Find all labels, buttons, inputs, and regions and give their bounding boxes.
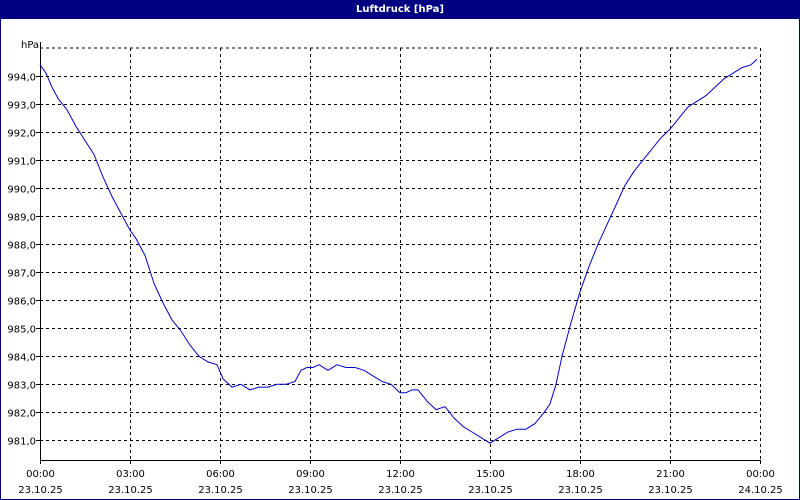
x-tick-time: 21:00	[656, 469, 685, 480]
x-tick-time: 18:00	[566, 469, 595, 480]
x-tick-labels: 00:00 23.10.25 03:00 23.10.25 06:00 23.10.25 0…	[18, 469, 783, 496]
y-tick-label: 988,0	[7, 241, 36, 252]
y-axis-label: hPa	[21, 40, 39, 51]
x-tick-date: 24.10.25	[738, 485, 783, 496]
y-tick-label: 983,0	[7, 381, 36, 392]
x-tick-time: 00:00	[746, 469, 775, 480]
y-tick-label: 993,0	[7, 101, 36, 112]
x-tick-date: 23.10.25	[468, 485, 513, 496]
axes	[36, 42, 761, 464]
chart-title: Luftdruck [hPa]	[0, 0, 800, 19]
grid	[40, 47, 761, 460]
x-tick-date: 23.10.25	[648, 485, 693, 496]
x-tick-date: 23.10.25	[18, 485, 63, 496]
y-tick-label: 989,0	[7, 213, 36, 224]
y-tick-label: 986,0	[7, 297, 36, 308]
x-tick-date: 23.10.25	[108, 485, 153, 496]
x-tick-time: 06:00	[206, 469, 235, 480]
x-tick-time: 03:00	[116, 469, 145, 480]
y-tick-labels: 994,0 993,0 992,0 991,0 990,0 989,0 988,0 987,0…	[7, 73, 36, 448]
series-layer	[39, 58, 758, 444]
y-tick-label: 987,0	[7, 269, 36, 280]
y-tick-label: 982,0	[7, 409, 36, 420]
x-tick-date: 23.10.25	[198, 485, 243, 496]
x-tick-time: 15:00	[476, 469, 505, 480]
y-tick-label: 994,0	[7, 73, 36, 84]
x-tick-date: 23.10.25	[378, 485, 423, 496]
x-tick-time: 00:00	[26, 469, 55, 480]
x-tick-time: 12:00	[386, 469, 415, 480]
y-tick-label: 985,0	[7, 325, 36, 336]
y-tick-label: 984,0	[7, 353, 36, 364]
y-tick-label: 981,0	[7, 437, 36, 448]
y-tick-label: 992,0	[7, 129, 36, 140]
x-tick-time: 09:00	[296, 469, 325, 480]
y-tick-label: 990,0	[7, 185, 36, 196]
series-line	[39, 58, 758, 444]
x-tick-date: 23.10.25	[558, 485, 603, 496]
x-tick-date: 23.10.25	[288, 485, 333, 496]
y-tick-label: 991,0	[7, 157, 36, 168]
